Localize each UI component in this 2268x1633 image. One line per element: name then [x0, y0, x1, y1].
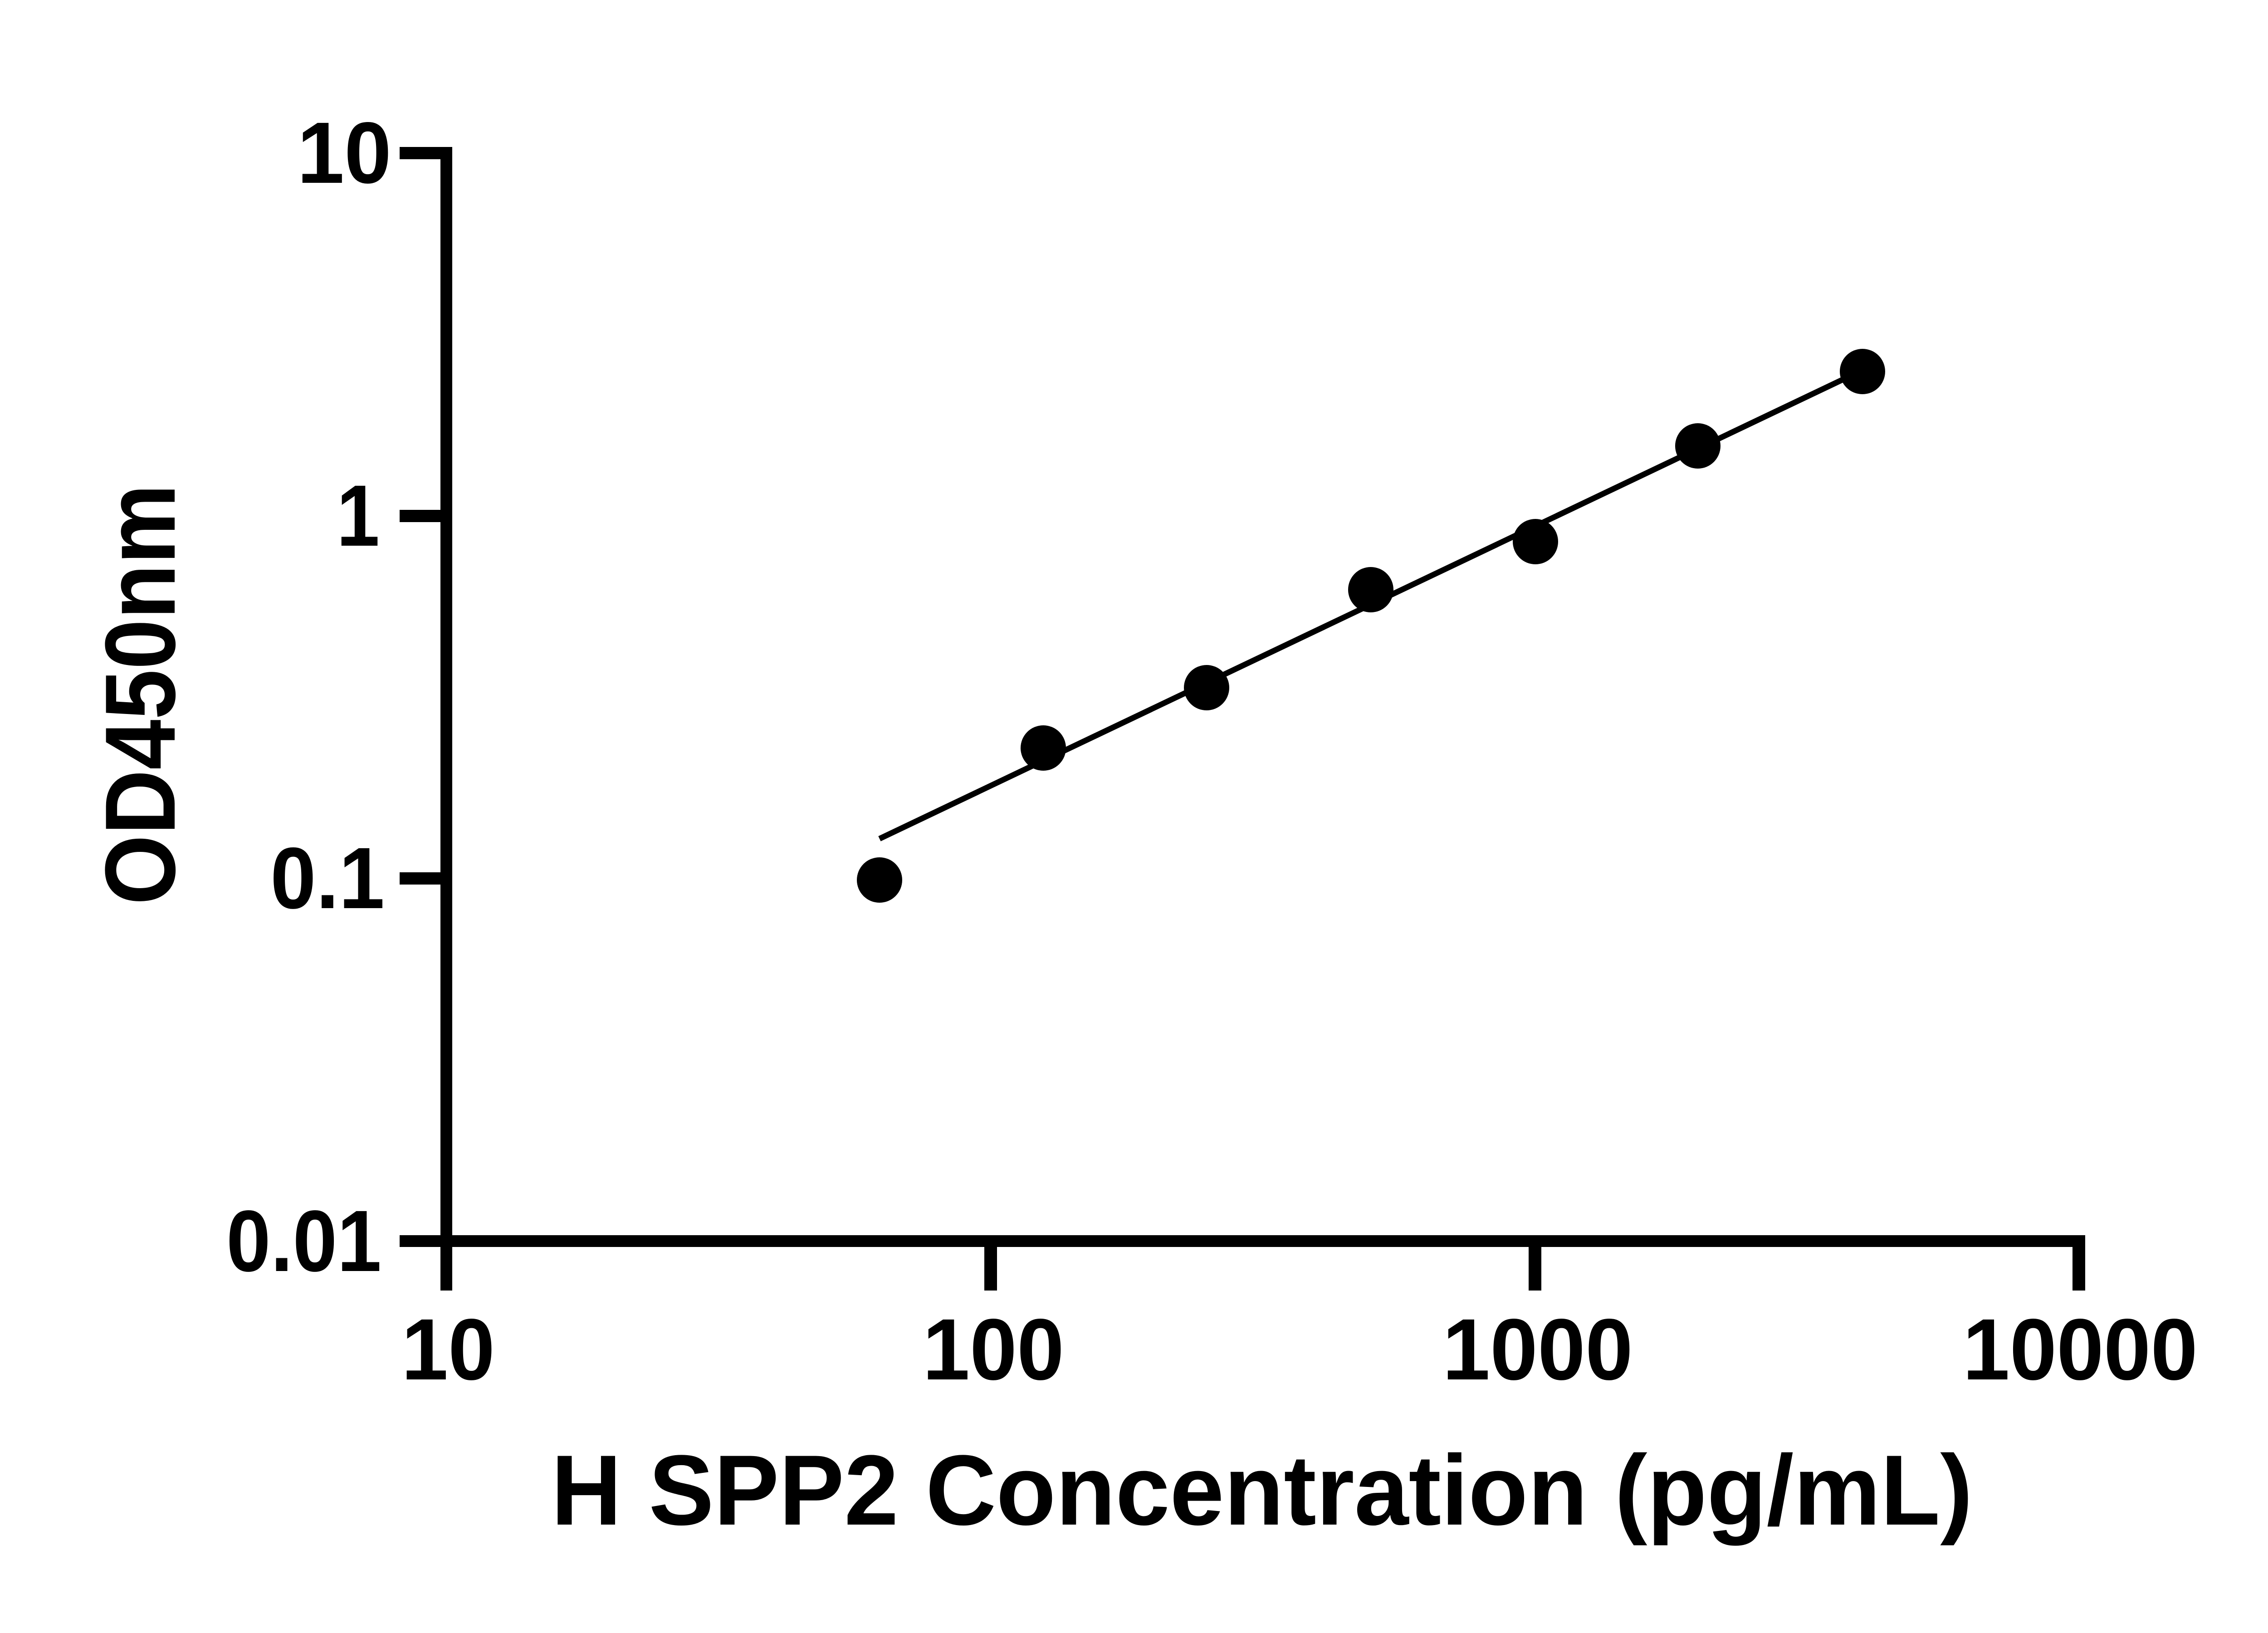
svg-text:100: 100 [923, 1301, 1064, 1398]
svg-text:H SPP2 Concentration (pg/mL): H SPP2 Concentration (pg/mL) [551, 1434, 1973, 1546]
svg-text:10000: 10000 [1963, 1301, 2198, 1398]
svg-text:0.1: 0.1 [270, 829, 385, 927]
svg-text:1000: 1000 [1442, 1301, 1633, 1398]
svg-text:10: 10 [401, 1301, 495, 1398]
svg-text:1: 1 [337, 467, 380, 564]
svg-text:10: 10 [297, 104, 391, 201]
svg-text:0.01: 0.01 [226, 1192, 381, 1290]
svg-text:OD450nm: OD450nm [84, 484, 196, 905]
